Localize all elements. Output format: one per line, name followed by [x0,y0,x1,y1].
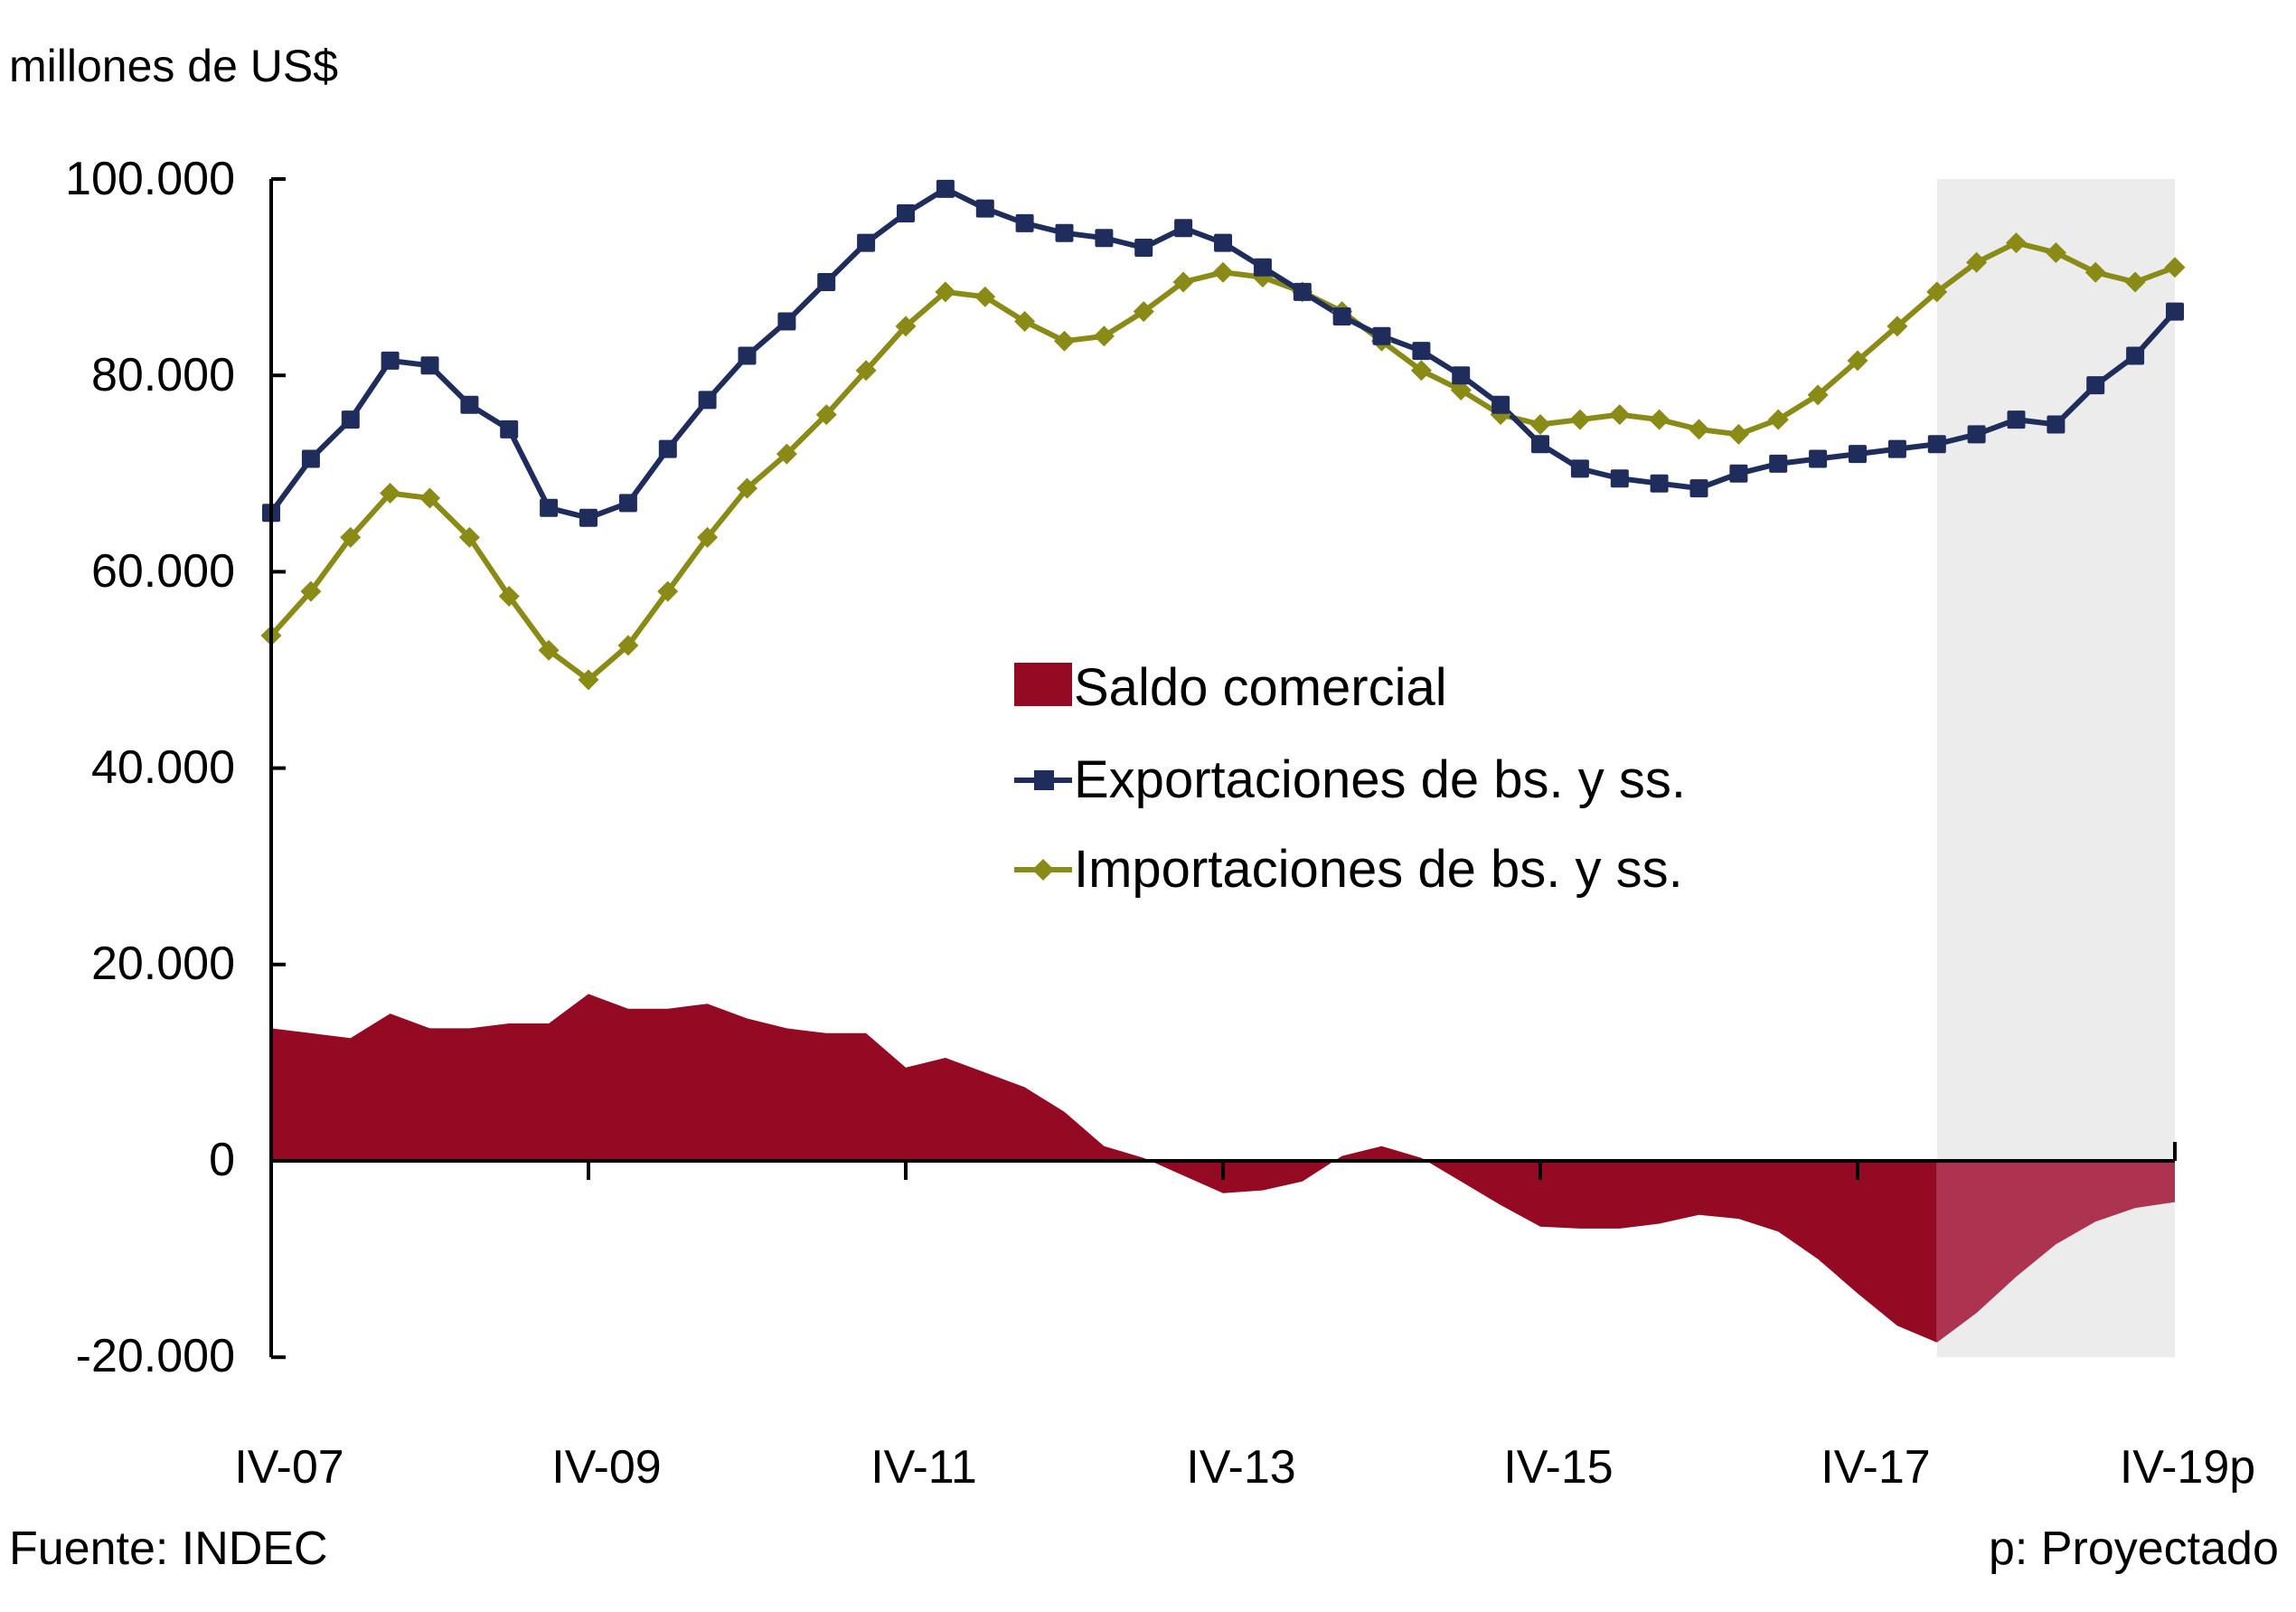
svg-text:0: 0 [209,1134,235,1186]
svg-text:IV-07: IV-07 [234,1441,343,1494]
svg-text:60.000: 60.000 [91,545,235,598]
svg-text:IV-09: IV-09 [551,1441,661,1494]
svg-text:100.000: 100.000 [65,153,235,205]
svg-text:80.000: 80.000 [91,349,235,401]
svg-text:Importaciones de bs. y ss.: Importaciones de bs. y ss. [1074,840,1683,899]
svg-text:IV-13: IV-13 [1186,1441,1295,1494]
svg-text:Exportaciones de bs. y ss.: Exportaciones de bs. y ss. [1074,750,1686,809]
svg-text:-20.000: -20.000 [76,1330,235,1382]
svg-text:Fuente: INDEC: Fuente: INDEC [9,1522,328,1575]
svg-text:IV-11: IV-11 [870,1441,977,1494]
svg-text:40.000: 40.000 [91,741,235,794]
svg-text:p: Proyectado: p: Proyectado [1989,1522,2279,1575]
svg-text:20.000: 20.000 [91,938,235,990]
svg-text:Saldo comercial: Saldo comercial [1074,658,1447,717]
svg-text:IV-17: IV-17 [1821,1441,1930,1494]
svg-text:millones de US$: millones de US$ [9,41,338,91]
svg-text:IV-19p: IV-19p [2120,1441,2255,1494]
svg-text:IV-15: IV-15 [1503,1441,1613,1494]
